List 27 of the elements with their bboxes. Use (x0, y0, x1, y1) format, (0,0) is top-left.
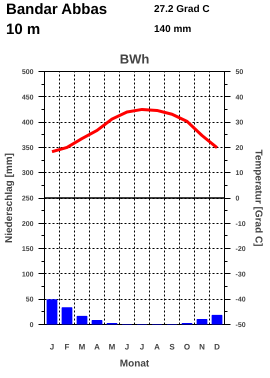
line-series (50, 108, 218, 154)
x-tick-label: J (140, 342, 144, 352)
bar (46, 299, 58, 324)
chart-title: BWh (120, 52, 150, 66)
x-tick-label: A (154, 342, 160, 352)
y-axis-title: Niederschlag [mm] (4, 152, 15, 244)
text: 27.2 Grad C (154, 3, 210, 17)
bar (76, 316, 88, 324)
bar (92, 320, 102, 324)
x-tick-label: N (199, 342, 206, 352)
y2-axis-title: Temperatur [Grad C] (252, 149, 264, 247)
x-axis-title: Monat (120, 358, 150, 370)
x-tick-label: J (124, 342, 130, 352)
x-tick-label: M (108, 342, 116, 352)
x-tick-label: O (184, 342, 190, 352)
bar (62, 307, 72, 324)
x-tick-label: M (78, 342, 86, 352)
x-tick-label: S (169, 342, 176, 352)
x-tick-label: J (50, 342, 54, 352)
text: Bandar Abbas (6, 0, 108, 20)
bar (196, 318, 208, 324)
bar (212, 314, 222, 324)
x-tick-label: D (214, 342, 220, 352)
x-tick-label: F (64, 342, 70, 352)
text: 10 m (6, 20, 40, 40)
x-tick-label: A (94, 342, 100, 352)
text: 140 mm (154, 23, 192, 37)
